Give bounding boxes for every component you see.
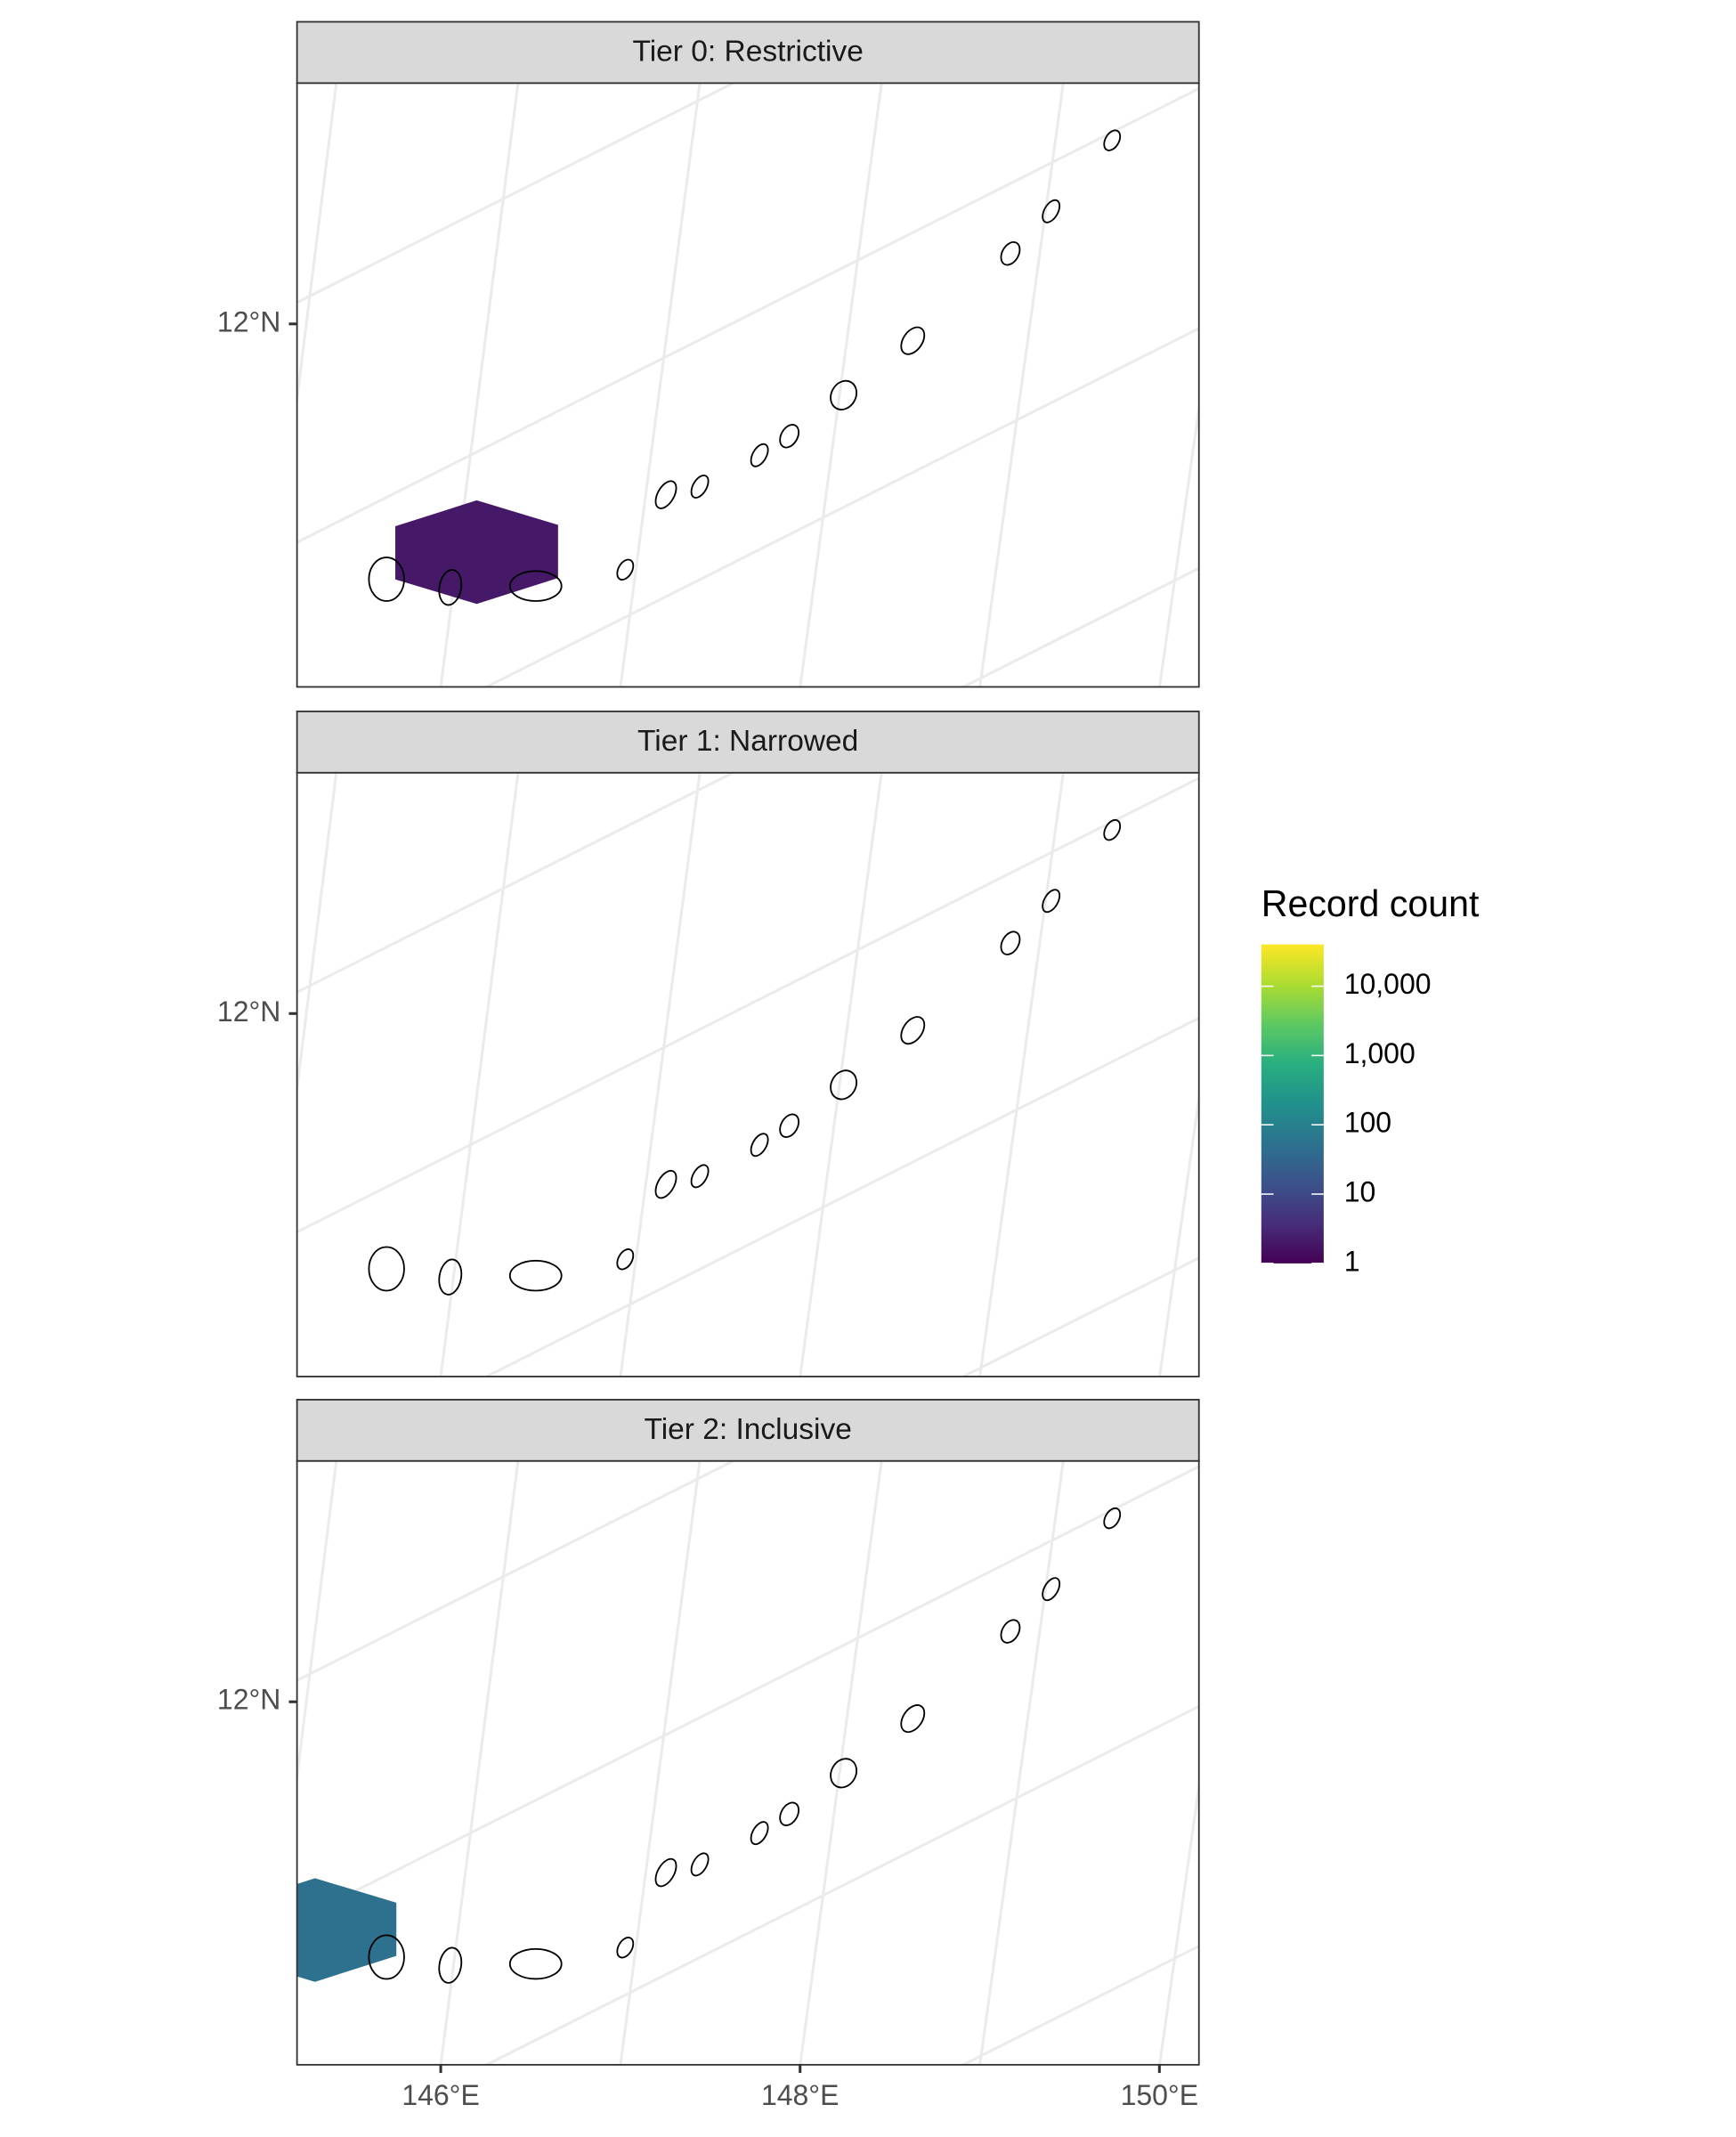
island xyxy=(616,1248,635,1271)
island xyxy=(368,1934,405,1980)
island xyxy=(654,480,677,509)
island xyxy=(690,1852,710,1877)
graticule xyxy=(978,772,1065,1377)
island xyxy=(750,443,769,467)
graticule xyxy=(296,83,736,305)
y-tick-label: 12°N xyxy=(217,305,280,337)
island xyxy=(1103,129,1122,151)
graticule xyxy=(978,83,1065,687)
island xyxy=(1103,1507,1122,1530)
strip xyxy=(296,711,1200,774)
graticule xyxy=(483,327,1199,687)
graticule xyxy=(439,1460,520,2065)
panel xyxy=(296,1460,1199,2065)
panel xyxy=(296,772,1199,1377)
graticule xyxy=(619,1460,702,2065)
island xyxy=(830,1069,858,1101)
x-tick-label: 148°E xyxy=(761,2079,839,2111)
panel-bg xyxy=(296,1460,1199,2065)
legend-label: 10,000 xyxy=(1344,968,1432,1000)
panel-border xyxy=(296,1459,1200,2066)
island xyxy=(508,1259,563,1292)
island xyxy=(779,1801,800,1826)
graticule xyxy=(296,776,1199,1234)
graticule xyxy=(296,1460,736,1682)
panel-title: Tier 0: Restrictive xyxy=(632,36,863,69)
graticule xyxy=(619,772,702,1377)
graticule xyxy=(1158,1776,1199,2065)
graticule xyxy=(1158,399,1199,687)
island xyxy=(616,1937,635,1959)
graticule xyxy=(483,1016,1199,1377)
graticule xyxy=(799,83,883,687)
x-tick-label: 146°E xyxy=(402,2079,479,2111)
graticule xyxy=(296,1460,338,1788)
island xyxy=(1042,1577,1061,1602)
graticule xyxy=(296,772,736,994)
island xyxy=(1103,818,1122,841)
island xyxy=(900,326,926,355)
y-tick-label: 12°N xyxy=(217,1684,280,1716)
island xyxy=(750,1821,769,1846)
panel-bg xyxy=(296,772,1199,1377)
y-tick-label: 12°N xyxy=(217,995,280,1028)
island xyxy=(438,569,463,606)
island xyxy=(438,1258,463,1296)
island xyxy=(750,1133,769,1158)
island xyxy=(1000,240,1021,266)
island xyxy=(690,474,710,499)
panel-title: Tier 1: Narrowed xyxy=(637,725,858,758)
legend-title: Record count xyxy=(1261,883,1480,924)
legend-label: 1,000 xyxy=(1344,1037,1416,1069)
island xyxy=(438,1946,463,1984)
graticule xyxy=(296,87,1199,544)
panel-border xyxy=(296,82,1200,688)
graticule xyxy=(296,772,338,1100)
island xyxy=(779,424,800,449)
island xyxy=(1042,889,1061,914)
graticule xyxy=(960,1945,1199,2065)
island xyxy=(654,1169,677,1199)
island xyxy=(779,1113,800,1138)
graticule xyxy=(799,1460,883,2065)
island xyxy=(508,1947,563,1980)
x-tick-label: 150°E xyxy=(1121,2079,1198,2111)
graticule xyxy=(619,83,702,687)
island xyxy=(616,558,635,581)
island xyxy=(368,557,405,602)
graticule xyxy=(1158,1088,1199,1377)
island xyxy=(900,1704,926,1734)
panel xyxy=(296,83,1199,687)
island xyxy=(900,1016,926,1045)
graticule xyxy=(799,772,883,1377)
colorbar xyxy=(1261,944,1324,1264)
island xyxy=(830,1758,858,1789)
graticule xyxy=(296,1465,1199,1922)
strip xyxy=(296,20,1200,85)
hex-bin xyxy=(395,500,558,605)
legend-label: 100 xyxy=(1344,1107,1391,1139)
island xyxy=(508,570,563,602)
panel-bg xyxy=(296,83,1199,687)
island xyxy=(1000,930,1021,955)
legend-label: 10 xyxy=(1344,1175,1376,1207)
hex-bin xyxy=(296,1878,397,1982)
graticule xyxy=(296,83,338,410)
panel-border xyxy=(296,771,1200,1377)
island xyxy=(830,379,858,410)
island xyxy=(1042,199,1061,223)
graticule xyxy=(483,1704,1199,2065)
island xyxy=(1000,1619,1021,1644)
graticule xyxy=(439,772,520,1377)
graticule xyxy=(978,1460,1065,2065)
island xyxy=(368,1246,405,1292)
graticule xyxy=(960,566,1199,687)
island xyxy=(654,1857,677,1888)
legend-label: 1 xyxy=(1344,1245,1360,1277)
panel-title: Tier 2: Inclusive xyxy=(645,1413,852,1446)
graticule xyxy=(960,1256,1199,1377)
island xyxy=(690,1164,710,1189)
